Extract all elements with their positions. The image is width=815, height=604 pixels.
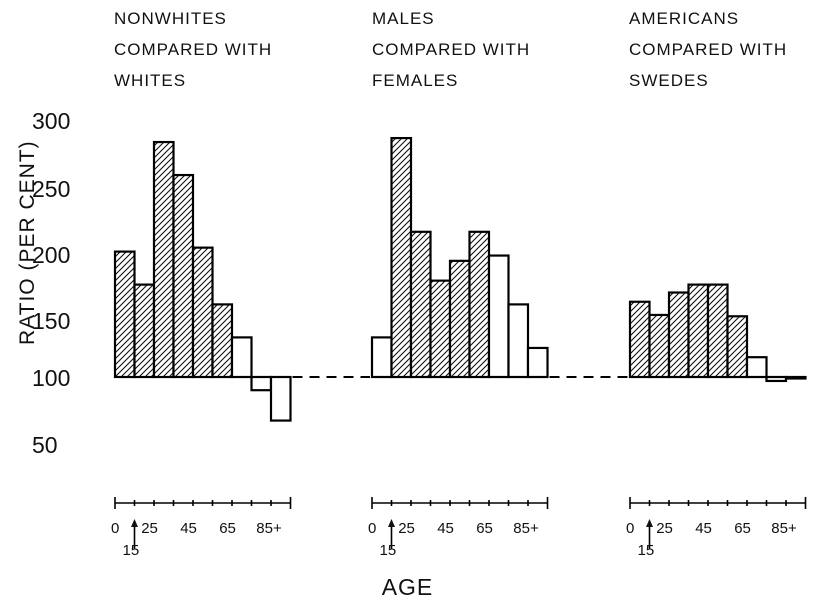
bar-panel-1-2 <box>133 283 156 379</box>
y-tick-label-50: 50 <box>32 432 58 458</box>
y-tick-label-100: 100 <box>32 365 71 391</box>
age-tick-label-3-2: 25 <box>656 520 673 537</box>
panel-title-1-line-2: COMPARED WITH <box>114 40 273 59</box>
age-tick-label-1-4: 65 <box>219 520 236 537</box>
y-tick-label-150: 150 <box>32 308 71 334</box>
bar-panel-3-3 <box>667 291 690 379</box>
age-tick-label-1-5: 85+ <box>256 520 282 537</box>
age-arrowhead-1 <box>131 519 138 527</box>
bar-panel-3-6 <box>726 315 749 379</box>
panel-title-2-line-1: MALES <box>372 9 435 28</box>
age-tick-label-1-3: 45 <box>180 520 197 537</box>
panel-title-1-line-1: NONWHITES <box>114 9 227 28</box>
bar-panel-3-8 <box>765 375 788 383</box>
x-axis-title: AGE <box>381 574 434 600</box>
bar-panel-1-3 <box>152 140 175 379</box>
bar-panel-1-6 <box>211 303 234 379</box>
age-axis-panel-3: 0 25 45 65 85+ 15 <box>626 497 807 559</box>
bar-panel-1-1 <box>113 250 136 379</box>
age-tick-label-2-1: 0 <box>368 520 376 537</box>
bar-panel-1-4 <box>172 173 195 379</box>
age-tick-label-2-5: 85+ <box>513 520 539 537</box>
age-tick-label-3-5: 85+ <box>771 520 797 537</box>
bar-panel-2-2 <box>390 136 413 379</box>
bar-panel-3-5 <box>706 283 729 379</box>
age-tick-label-2-3: 45 <box>437 520 454 537</box>
bar-panel-3-4 <box>687 283 710 379</box>
panel-3-bars <box>628 283 807 383</box>
age-marker-label-1: 15 <box>123 542 140 559</box>
bar-panel-3-2 <box>648 313 671 379</box>
age-tick-label-3-3: 45 <box>695 520 712 537</box>
panel-title-2: MALES COMPARED WITH FEMALES <box>372 3 530 96</box>
bar-panel-2-5 <box>448 259 471 379</box>
panel-title-3: AMERICANS COMPARED WITH SWEDES <box>629 3 787 96</box>
age-marker-label-3: 15 <box>638 542 655 559</box>
bar-panel-3-9 <box>784 375 807 380</box>
bar-panel-1-7 <box>230 336 253 379</box>
age-arrowhead-2 <box>388 519 395 527</box>
panel-1-bars <box>113 140 292 422</box>
age-tick-label-3-4: 65 <box>734 520 751 537</box>
age-arrowhead-3 <box>646 519 653 527</box>
y-tick-label-250: 250 <box>32 176 71 202</box>
bar-panel-2-7 <box>487 254 510 379</box>
age-tick-label-1-2: 25 <box>141 520 158 537</box>
bar-panel-1-9 <box>269 375 292 422</box>
panel-title-2-line-2: COMPARED WITH <box>372 40 531 59</box>
bar-panel-2-1 <box>370 336 393 379</box>
age-marker-label-2: 15 <box>380 542 397 559</box>
panel-title-3-line-1: AMERICANS <box>629 9 740 28</box>
age-axis-panel-2: 0 25 45 65 85+ 15 <box>368 497 549 559</box>
age-tick-label-1-1: 0 <box>111 520 119 537</box>
y-tick-label-300: 300 <box>32 108 71 134</box>
bar-panel-2-6 <box>468 230 491 379</box>
bar-panel-2-3 <box>409 230 432 379</box>
bar-panel-1-8 <box>250 375 273 392</box>
bar-panel-2-9 <box>526 346 549 379</box>
bar-panel-1-5 <box>191 246 214 379</box>
panel-title-2-line-3: FEMALES <box>372 71 459 90</box>
panel-title-3-line-2: COMPARED WITH <box>629 40 788 59</box>
bar-panel-3-7 <box>745 356 768 379</box>
panel-title-1: NONWHITES COMPARED WITH WHITES <box>114 3 272 96</box>
y-tick-label-200: 200 <box>32 242 71 268</box>
age-tick-label-3-1: 0 <box>626 520 634 537</box>
age-tick-label-2-2: 25 <box>398 520 415 537</box>
bar-panel-2-8 <box>507 303 530 379</box>
panel-title-1-line-3: WHITES <box>114 71 187 90</box>
age-axis-panel-1: 0 25 45 65 85+ 15 <box>111 497 292 559</box>
bar-panel-3-1 <box>628 300 651 379</box>
bar-panel-2-4 <box>429 279 452 379</box>
panel-2-bars <box>370 136 549 379</box>
panel-title-3-line-3: SWEDES <box>629 71 709 90</box>
age-tick-label-2-4: 65 <box>476 520 493 537</box>
